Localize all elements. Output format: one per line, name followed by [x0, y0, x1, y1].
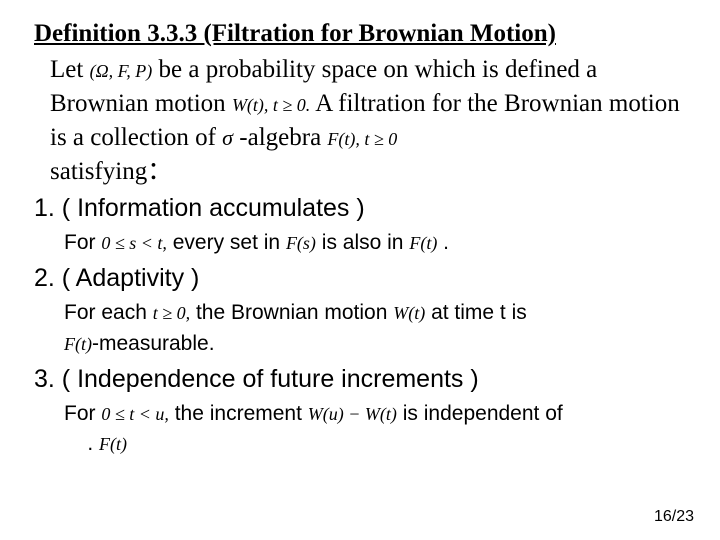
item-2-detail: For each t ≥ 0, the Brownian motion W(t)…: [34, 298, 686, 359]
math-wt-2: W(t): [393, 303, 425, 323]
math-ft: F(t), t ≥ 0: [327, 129, 397, 149]
item-3-detail: For 0 ≤ t < u, the increment W(u) − W(t)…: [34, 399, 686, 460]
item-1-label: 1. ( Information accumulates ): [34, 192, 686, 226]
text-mid2-1: is also in: [322, 231, 410, 254]
slide: Definition 3.3.3 (Filtration for Brownia…: [0, 0, 720, 540]
math-ft-3: F(t): [99, 434, 127, 454]
text-for-2: For each: [64, 301, 153, 324]
text-end-1: .: [443, 231, 449, 254]
text-dot-3: .: [64, 432, 93, 455]
math-cond-2: t ≥ 0,: [153, 303, 190, 323]
text-algebra: -algebra: [239, 124, 327, 151]
item-1-detail: For 0 ≤ s < t, every set in F(s) is also…: [34, 228, 686, 258]
text-for-1: For: [64, 231, 101, 254]
text-let: Let: [50, 56, 83, 83]
item-3-label: 3. ( Independence of future increments ): [34, 363, 686, 397]
text-mid1-1: every set in: [173, 231, 286, 254]
text-mid2-2: at time t is: [431, 301, 527, 324]
math-ft-2: F(t): [64, 334, 92, 354]
math-brownian: W(t), t ≥ 0.: [232, 95, 310, 115]
text-mid2-3: is independent of: [403, 402, 563, 425]
text-mid1-2: the Brownian motion: [196, 301, 393, 324]
math-ft-1: F(t): [409, 233, 437, 253]
math-cond-1: 0 ≤ s < t,: [101, 233, 167, 253]
math-inc-3: W(u) − W(t): [308, 404, 397, 424]
text-mid1-3: the increment: [175, 402, 308, 425]
item-2-label: 2. ( Adaptivity ): [34, 262, 686, 296]
definition-body: Let (Ω, F, P) be a probability space on …: [34, 53, 686, 188]
page-number: 16/23: [654, 508, 694, 526]
math-cond-3: 0 ≤ t < u,: [101, 404, 169, 424]
text-measurable: -measurable.: [92, 332, 215, 355]
definition-title: Definition 3.3.3 (Filtration for Brownia…: [34, 18, 686, 49]
text-for-3: For: [64, 402, 101, 425]
sigma-symbol: σ: [222, 125, 233, 150]
math-prob-space: (Ω, F, P): [90, 61, 153, 81]
text-satisfying: satisfying：: [50, 158, 172, 185]
math-fs-1: F(s): [286, 233, 316, 253]
